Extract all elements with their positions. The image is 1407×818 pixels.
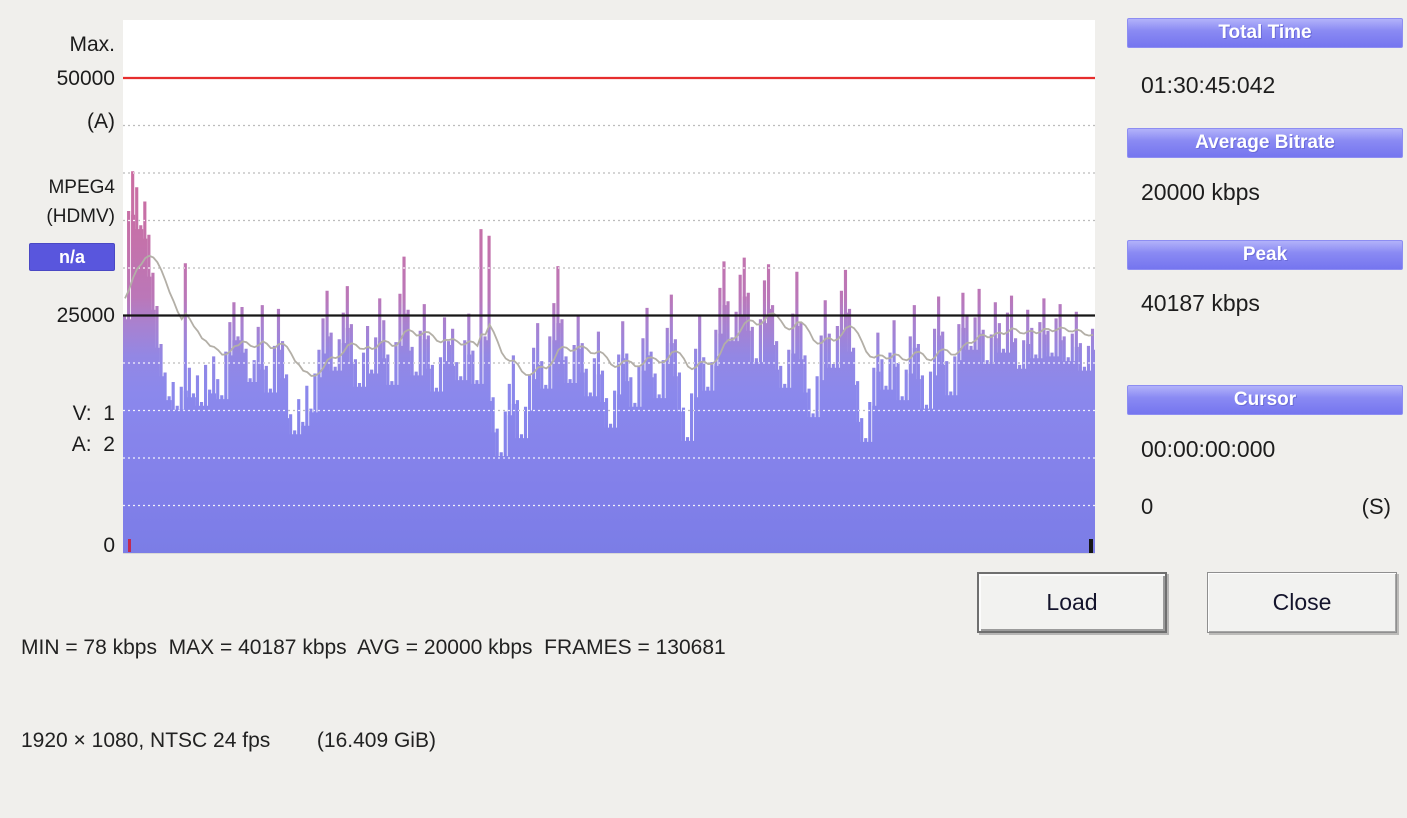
- stats-line: MIN = 78 kbps MAX = 40187 kbps AVG = 200…: [21, 636, 726, 659]
- video-stream-count: V: 1: [72, 402, 115, 425]
- load-button[interactable]: Load: [977, 572, 1167, 633]
- y-axis-max-unit: (A): [87, 110, 115, 133]
- total-time-value: 01:30:45:042: [1141, 72, 1276, 98]
- cursor-seconds-unit: (S): [1361, 494, 1391, 519]
- stats-panel: Total Time 01:30:45:042 Average Bitrate …: [1127, 0, 1404, 650]
- codec-label: MPEG4: [48, 177, 115, 198]
- y-axis-mid-value: 25000: [56, 304, 115, 327]
- quality-badge: n/a: [29, 243, 115, 271]
- bitrate-graph-canvas: [123, 76, 1095, 553]
- close-button[interactable]: Close: [1207, 572, 1397, 633]
- codec-profile-label: (HDMV): [46, 206, 115, 227]
- peak-value: 40187 kbps: [1141, 290, 1260, 316]
- audio-stream-count: A: 2: [71, 433, 115, 456]
- file-stats: MIN = 78 kbps MAX = 40187 kbps AVG = 200…: [21, 570, 961, 818]
- total-time-header: Total Time: [1127, 18, 1403, 48]
- bitrate-viewer-window: Max. 50000 (A) MPEG4 (HDMV) n/a 25000 V:…: [21, 0, 1404, 752]
- bitrate-graph[interactable]: [123, 20, 1095, 554]
- cursor-header: Cursor: [1127, 385, 1403, 415]
- cursor-time-value: 00:00:00:000: [1141, 436, 1276, 462]
- peak-header: Peak: [1127, 240, 1403, 270]
- average-bitrate-value: 20000 kbps: [1141, 179, 1260, 205]
- y-axis-zero-value: 0: [103, 534, 115, 557]
- y-axis-max-caption: Max.: [69, 33, 115, 56]
- cursor-seconds-row: 0 (S): [1141, 494, 1391, 520]
- average-bitrate-header: Average Bitrate: [1127, 128, 1403, 158]
- cursor-seconds-value: 0: [1141, 494, 1154, 519]
- info-line: 1920 × 1080, NTSC 24 fps (16.409 GiB): [21, 729, 436, 752]
- y-axis-max-value: 50000: [56, 67, 115, 90]
